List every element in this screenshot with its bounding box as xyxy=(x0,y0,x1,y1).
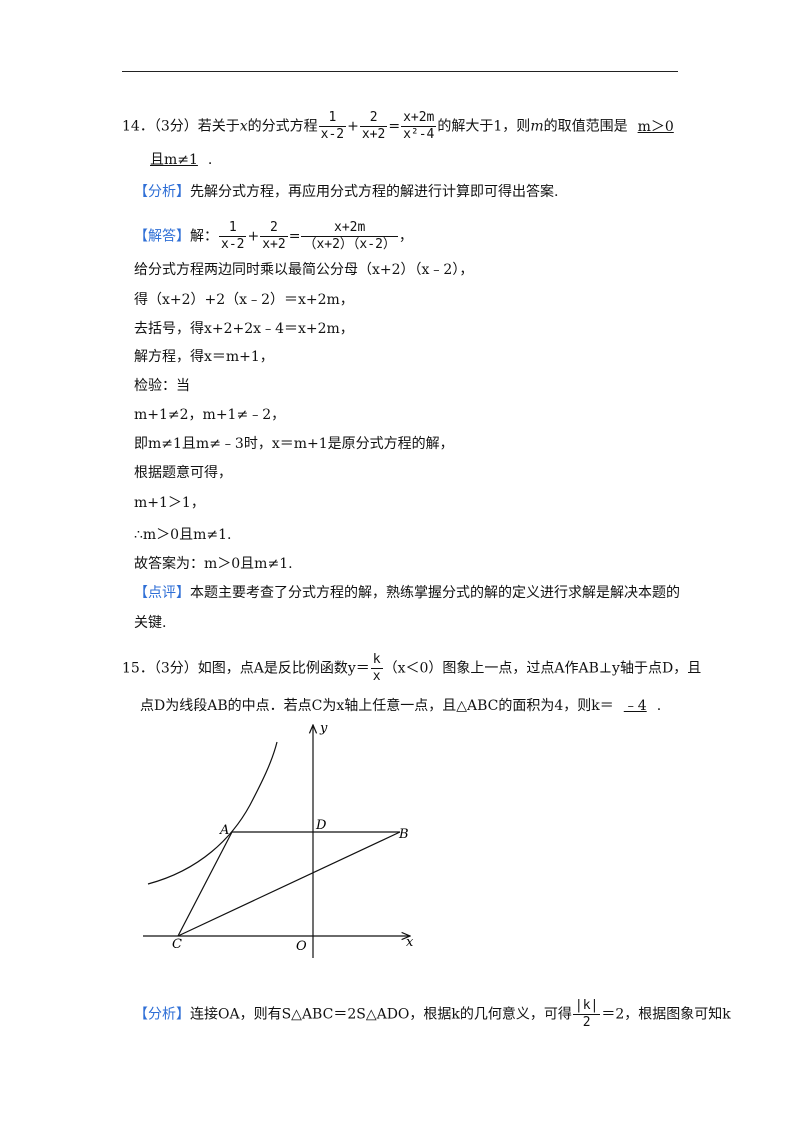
numerator: 2 xyxy=(270,220,278,235)
point-label: A xyxy=(219,823,229,838)
text: x xyxy=(239,118,248,135)
numerator: 1 xyxy=(228,220,237,235)
text: 15．（3分）如图，点A是反比例函数y＝ xyxy=(122,660,370,677)
point-label: B xyxy=(398,827,409,842)
denominator: x+2 xyxy=(260,236,288,252)
text: = xyxy=(388,118,401,135)
fraction: 2 x+2 xyxy=(260,220,288,253)
numerator: k xyxy=(372,652,381,667)
section-tag: 【点评】 xyxy=(134,585,190,601)
fraction: 1 x-2 xyxy=(219,220,247,253)
text: ， xyxy=(398,228,413,245)
text: 去括号，得x+2+2x﹣4＝x+2m， xyxy=(134,321,354,337)
denominator: x xyxy=(370,668,383,684)
fraction: 2 x+2 xyxy=(359,110,388,143)
text: 连接OA，则有S△ABC＝2S△ADO，根据k的几何意义，可得 xyxy=(190,1006,572,1023)
text: 点D为线段AB的中点．若点C为x轴上任意一点，且△ABC的面积为4，则k＝ xyxy=(140,698,614,714)
denominator: x+2 xyxy=(359,126,388,142)
point-label: O xyxy=(296,939,307,954)
text: + xyxy=(347,118,359,135)
segment-cb xyxy=(177,831,401,937)
text-line: 15．（3分）如图，点A是反比例函数y＝ k x （x＜0）图象上一点，过点A作AB⊥… xyxy=(122,652,701,685)
fraction: x+2m x²-4 xyxy=(401,110,437,143)
text: 检验：当 xyxy=(134,378,190,394)
section-tag: 【分析】 xyxy=(134,184,190,200)
text-line: 【分析】连接OA，则有S△ABC＝2S△ADO，根据k的几何意义，可得 |k| 2 ＝… xyxy=(134,998,731,1031)
numerator: x+2m xyxy=(403,110,435,125)
numerator: x+2m xyxy=(334,220,366,235)
answer: 且m≠1 xyxy=(150,152,198,168)
text-line: 解方程，得x＝m+1， xyxy=(134,347,274,367)
text: 根据题意可得， xyxy=(134,465,232,481)
answer: m＞0 xyxy=(637,118,674,135)
numerator: 2 xyxy=(369,110,378,125)
numerator: 1 xyxy=(328,110,337,125)
text: 解： xyxy=(190,228,218,245)
text: ∴m＞0且m≠1. xyxy=(134,527,232,543)
text-line: ∴m＞0且m≠1. xyxy=(134,525,231,545)
text: m xyxy=(530,118,544,135)
text-line: 且m≠1. xyxy=(140,150,212,170)
denominator: x-2 xyxy=(318,126,347,142)
text-line: 去括号，得x+2+2x﹣4＝x+2m， xyxy=(134,319,354,339)
text: 得（x+2）+2（x﹣2）＝x+2m， xyxy=(134,292,354,308)
text: 故答案为：m＞0且m≠1. xyxy=(134,556,293,572)
text-line: 给分式方程两边同时乘以最简公分母（x+2）（x﹣2）， xyxy=(134,260,473,280)
text: 给分式方程两边同时乘以最简公分母（x+2）（x﹣2）， xyxy=(134,262,474,278)
text: m+1＞1， xyxy=(134,495,205,511)
section-tag: 【分析】 xyxy=(134,1006,190,1023)
text-line: 即m≠1且m≠﹣3时，x＝m+1是原分式方程的解， xyxy=(134,434,454,454)
text-line: m+1＞1， xyxy=(134,493,205,513)
denominator: （x+2）（x-2） xyxy=(301,236,398,252)
text-line: m+1≠2，m+1≠﹣2， xyxy=(134,405,285,425)
text-line: 【点评】本题主要考查了分式方程的解，熟练掌握分式的解的定义进行求解是解决本题的 xyxy=(134,583,680,603)
text-line: 点D为线段AB的中点．若点C为x轴上任意一点，且△ABC的面积为4，则k＝ ﹣4. xyxy=(140,696,661,716)
text: ＝2，根据图象可知k xyxy=(601,1006,731,1023)
fraction: |k| 2 xyxy=(572,998,601,1031)
fraction: x+2m （x+2）（x-2） xyxy=(301,220,398,253)
text-line: 根据题意可得， xyxy=(134,463,232,483)
answer: ﹣4 xyxy=(623,698,647,714)
denominator: 2 xyxy=(572,1014,601,1031)
text-line: 【分析】先解分式方程，再应用分式方程的解进行计算即可得出答案. xyxy=(134,182,558,202)
text: 的解大于1，则 xyxy=(437,118,531,135)
denominator: x²-4 xyxy=(401,126,437,142)
text: 即m≠1且m≠﹣3时，x＝m+1是原分式方程的解， xyxy=(134,436,454,452)
point-label: D xyxy=(315,818,327,833)
text-line: 【解答】解： 1 x-2 +2 x+2 = x+2m （x+2）（x-2）， xyxy=(134,220,413,253)
text: + xyxy=(247,228,260,245)
text-line: 得（x+2）+2（x﹣2）＝x+2m， xyxy=(134,290,354,310)
text: 14．（3分）若关于 xyxy=(122,118,240,135)
text: 解方程，得x＝m+1， xyxy=(134,349,274,365)
text: = xyxy=(288,228,301,245)
text-line: 关键. xyxy=(134,613,166,633)
denominator: x-2 xyxy=(219,236,247,252)
text: 的分式方程 xyxy=(247,118,318,135)
header-rule xyxy=(122,71,678,72)
text-line: 14．（3分）若关于x的分式方程 1 x-2 +2 x+2 = x+2m x²-4 的解大于1，… xyxy=(122,110,684,143)
text: 本题主要考查了分式方程的解，熟练掌握分式的解的定义进行求解是解决本题的 xyxy=(190,585,680,601)
segment-ac xyxy=(177,831,233,937)
text: 关键. xyxy=(134,615,167,631)
text: 的取值范围是 xyxy=(543,118,628,135)
hyperbola xyxy=(147,741,278,885)
section-tag: 【解答】 xyxy=(134,228,190,245)
text: 先解分式方程，再应用分式方程的解进行计算即可得出答案. xyxy=(190,184,559,200)
point-label: C xyxy=(172,937,182,952)
text: （x＜0）图象上一点，过点A作AB⊥y轴于点D，且 xyxy=(383,660,702,677)
point-label: y xyxy=(319,721,328,736)
text-line: 故答案为：m＞0且m≠1. xyxy=(134,554,293,574)
point-label: x xyxy=(406,935,414,950)
text: m+1≠2，m+1≠﹣2， xyxy=(134,407,286,423)
numerator: |k| xyxy=(574,998,599,1013)
text: . xyxy=(207,152,213,168)
text-line: 检验：当 xyxy=(134,376,190,396)
fraction: 1 x-2 xyxy=(318,110,347,143)
text: . xyxy=(656,698,662,714)
